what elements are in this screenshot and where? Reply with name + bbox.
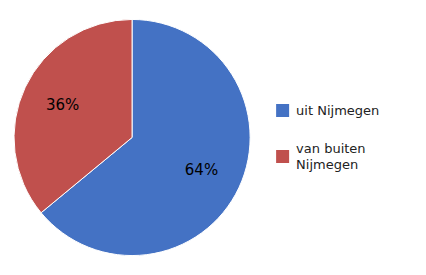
legend-item: uit Nijmegen (276, 103, 379, 118)
legend-label: van buitenNijmegen (296, 141, 365, 172)
legend-item: van buitenNijmegen (276, 141, 365, 172)
legend: uit Nijmegen van buitenNijmegen (276, 103, 379, 172)
data-labels: 64% 36% (46, 96, 218, 179)
pie-slice (14, 19, 132, 212)
legend-label: uit Nijmegen (296, 103, 379, 118)
data-label: 64% (185, 161, 218, 179)
data-label: 36% (46, 96, 79, 114)
legend-swatch (276, 150, 289, 163)
chart: 64% 36% uit Nijmegen van buitenNijmegen (0, 0, 426, 275)
pie (14, 19, 250, 255)
legend-swatch (276, 104, 289, 117)
